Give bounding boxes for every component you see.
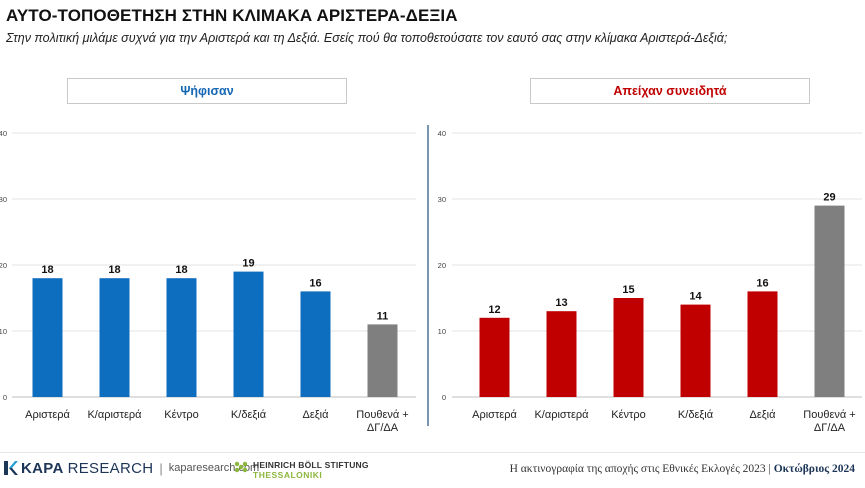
footer-date: Οκτώβριος 2024 (773, 463, 855, 475)
bar (32, 278, 63, 397)
bar (300, 291, 331, 397)
partner-name: HEINRICH BÖLL STIFTUNG (253, 460, 369, 470)
bar (814, 205, 845, 397)
bar (99, 278, 130, 397)
bar (166, 278, 197, 397)
panel-label-abstained: Απείχαν συνειδητά (530, 78, 810, 104)
y-tick-label: 0 (442, 393, 446, 402)
data-label: 16 (309, 277, 321, 289)
category-label: Δεξιά (750, 409, 777, 421)
charts-area: 0 10 20 30 40 18 Αριστερά 18 Κ/αριστερά 18 Κέντρο 1… (0, 125, 862, 434)
y-tick-label: 10 (438, 327, 446, 336)
data-label: 19 (242, 258, 254, 270)
category-label: Αριστερά (472, 409, 517, 421)
category-label: Κέντρο (611, 409, 645, 421)
data-label: 14 (689, 291, 702, 303)
y-tick-label: 10 (0, 327, 7, 336)
footer-caption: Η ακτινογραφία της αποχής στις Εθνικές Ε… (510, 463, 855, 475)
kapa-k-icon (4, 461, 18, 475)
page-subtitle: Στην πολιτική μιλάμε συχνά για την Αριστ… (6, 31, 728, 45)
y-tick-label: 30 (0, 195, 7, 204)
footer-divider (0, 452, 865, 453)
data-label: 29 (823, 192, 835, 204)
panel-label-voted: Ψήφισαν (67, 78, 347, 104)
footer-caption-text: Η ακτινογραφία της αποχής στις Εθνικές Ε… (509, 463, 766, 475)
data-label: 15 (622, 284, 634, 296)
data-label: 18 (108, 264, 120, 276)
chart-abstained: 0 10 20 30 40 12 Αριστερά 13 Κ/αριστερά 15 Κέντρο 1… (438, 129, 862, 434)
data-label: 18 (175, 264, 187, 276)
data-label: 18 (41, 264, 53, 276)
bar (479, 317, 510, 397)
data-label: 12 (488, 304, 500, 316)
y-tick-label: 40 (0, 129, 7, 138)
bar (680, 304, 711, 397)
bar (546, 311, 577, 397)
category-label: Αριστερά (25, 409, 70, 421)
page-title: ΑΥΤΟ-ΤΟΠΟΘΕΤΗΣΗ ΣΤΗΝ ΚΛΙΜΑΚΑ ΑΡΙΣΤΕΡΑ-ΔΕ… (6, 6, 458, 25)
bar (613, 298, 644, 397)
category-label: Κ/αριστερά (534, 409, 589, 421)
boll-flower-icon (234, 461, 248, 473)
y-tick-label: 20 (0, 261, 7, 270)
category-label: Πουθενά + ΔΓ/ΔΑ (803, 409, 855, 434)
brand-research: RESEARCH (67, 459, 154, 477)
kapa-research-logo: KAPA RESEARCH | kaparesearch.com (2, 458, 259, 478)
y-tick-label: 0 (3, 393, 7, 402)
chart-voted: 0 10 20 30 40 18 Αριστερά 18 Κ/αριστερά 18 Κέντρο 1… (0, 129, 416, 434)
data-label: 16 (756, 277, 768, 289)
bar (747, 291, 778, 397)
category-label: Πουθενά + ΔΓ/ΔΑ (356, 409, 408, 434)
data-label: 13 (555, 297, 567, 309)
y-tick-label: 20 (438, 261, 446, 270)
data-label: 11 (377, 310, 389, 322)
heinrich-boll-logo: HEINRICH BÖLL STIFTUNG THESSALONIKI (233, 460, 369, 480)
partner-city: THESSALONIKI (253, 470, 323, 480)
category-label: Κ/δεξιά (678, 409, 714, 421)
brand-separator: | (159, 460, 163, 476)
category-label: Δεξιά (303, 409, 330, 421)
brand-kapa: KAPA (21, 459, 64, 477)
category-label: Κ/αριστερά (87, 409, 142, 421)
bar (367, 324, 398, 397)
footer-caption-separator: | (768, 463, 771, 475)
bar (233, 271, 264, 397)
y-tick-label: 40 (438, 129, 446, 138)
y-tick-label: 30 (438, 195, 446, 204)
category-label: Κέντρο (164, 409, 198, 421)
category-label: Κ/δεξιά (231, 409, 267, 421)
